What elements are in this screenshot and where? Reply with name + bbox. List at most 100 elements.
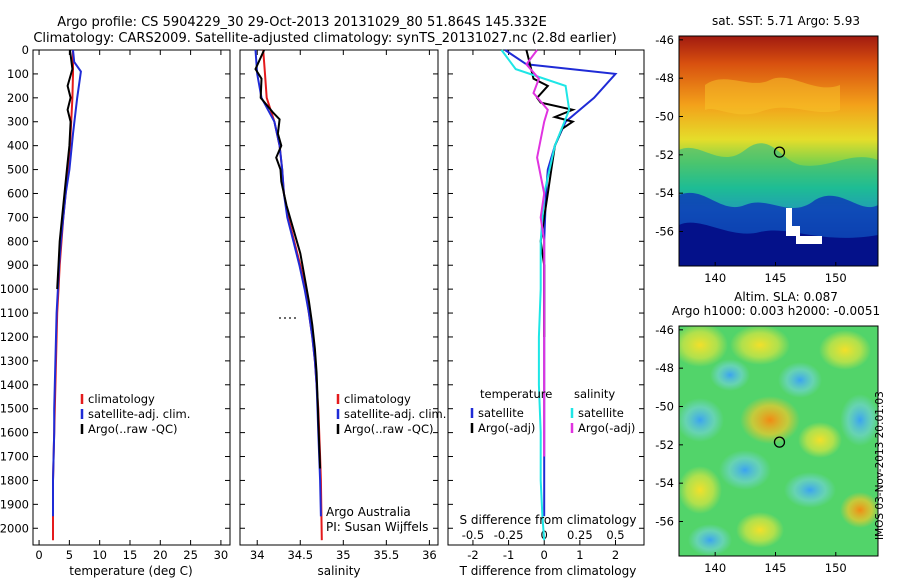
x-tick-label: -1 [503,548,514,562]
y-tick-label: 1800 [0,473,29,487]
legend-label: satellite-adj. clim. [88,407,190,421]
qc-dot [294,317,296,319]
sla-map-frame [678,325,879,557]
sla-map-panel: Altim. SLA: 0.087 Argo h1000: 0.003 h200… [655,290,880,575]
t-difference-axis-ticks: -2 -1 0 1 2 [467,50,619,562]
y-tick-label: 1100 [0,306,29,320]
legend-label: Argo(-adj) [578,421,635,435]
salinity-panel: 34 34.5 35 35.5 36 climatologysatellite-adj.… [239,49,446,578]
y-tick-label: 100 [7,67,29,81]
lat-tick-label: -54 [655,186,674,200]
x-tick-label: 20 [153,548,168,562]
legend-label: satellite-adj. clim. [344,407,446,421]
temperature-axis-label: temperature (deg C) [69,564,192,578]
x-tick-label: 25 [183,548,198,562]
lat-tick-label: -56 [655,225,674,239]
y-tick-label: 300 [7,115,29,129]
y-tick-label: 1700 [0,450,29,464]
legend-label: climatology [88,392,155,406]
lat-tick-label: -54 [655,476,674,490]
t-difference-label: T difference from climatology [459,564,637,578]
qc-dot [284,317,286,319]
x-tick-label: 30 [214,548,229,562]
sst-field [679,36,878,266]
y-tick-label: 400 [7,139,29,153]
y-tick-label: 800 [7,234,29,248]
legend-label: climatology [344,392,411,406]
series-line-black [56,49,74,290]
sla-argo-location-marker [773,436,786,448]
legend-label: Argo(..raw -QC) [344,422,434,436]
x-tick-label: 2 [612,548,619,562]
legend-title: salinity [574,387,615,401]
y-tick-label: 1000 [0,282,29,296]
imos-timestamp: IMOS 03-Nov-2013 20:01:03 [874,391,886,540]
sla-map-subtitle: Argo h1000: 0.003 h2000: -0.0051 [672,304,880,318]
x-tick-label: 0 [35,548,42,562]
lat-tick-label: -46 [655,33,674,47]
s-diff-tick-label: -0.5 [462,528,484,542]
y-tick-label: 900 [7,258,29,272]
x-tick-label: 5 [66,548,73,562]
figure-title-line2: Climatology: CARS2009. Satellite-adjuste… [33,31,616,46]
legend-label: satellite [578,406,624,420]
lon-tick-label: 140 [704,561,726,575]
qc-dot [289,317,291,319]
legend-title: temperature [480,387,552,401]
s-difference-label: S difference from climatology [460,513,637,527]
temperature-axis-ticks: 0 5 10 15 20 25 30 [35,50,228,562]
lon-tick-label: 150 [825,271,847,285]
y-tick-label: 1200 [0,330,29,344]
y-tick-label: 1500 [0,402,29,416]
salinity-axis-ticks: 34 34.5 35 35.5 36 [250,50,437,562]
y-tick-label: 200 [7,91,29,105]
sla-map-title: Altim. SLA: 0.087 [734,290,838,304]
annotation-argo-australia: Argo Australia [326,505,411,519]
lat-tick-label: -52 [655,438,674,452]
y-tick-label: 0 [22,43,29,57]
x-tick-label: 15 [123,548,138,562]
salinity-profile-lines [254,49,323,541]
difference-plot-frame [447,49,645,546]
sst-map-frame [678,35,879,267]
lon-tick-label: 140 [704,271,726,285]
x-tick-label: 34 [250,548,265,562]
salinity-axis-label: salinity [317,564,360,578]
legend-label: Argo(..raw -QC) [88,422,178,436]
temperature-profile-lines [52,49,82,541]
lat-tick-label: -46 [655,323,674,337]
x-tick-label: 10 [92,548,107,562]
series-line-magenta [525,49,549,457]
lat-tick-label: -50 [655,400,674,414]
qc-dot [279,317,281,319]
x-tick-label: 36 [422,548,437,562]
y-tick-label: 1900 [0,497,29,511]
y-tick-marks [240,49,438,529]
x-tick-label: 35 [336,548,351,562]
lon-tick-label: 150 [825,561,847,575]
lat-tick-label: -50 [655,110,674,124]
lat-tick-label: -48 [655,361,674,375]
sst-map-title: sat. SST: 5.71 Argo: 5.93 [712,14,860,28]
y-tick-label: 2000 [0,521,29,535]
legend-label: Argo(-adj) [478,421,535,435]
salinity-plot-frame [239,49,439,546]
sla-field [679,326,878,556]
lat-tick-label: -56 [655,515,674,529]
sst-lon-ticks: 140 145 150 [704,262,847,285]
sla-lat-ticks: -46 -48 -50 -52 -54 -56 [655,323,683,529]
sst-lat-ticks: -46 -48 -50 -52 -54 -56 [655,33,683,239]
s-diff-tick-label: 0.5 [606,528,624,542]
s-diff-tick-label: -0.25 [494,528,524,542]
figure-title-line1: Argo profile: CS 5904229_30 29-Oct-2013 … [57,15,547,30]
y-tick-label: 1600 [0,426,29,440]
y-tick-label: 600 [7,186,29,200]
x-tick-label: 0 [541,548,548,562]
annotation-pi-name: PI: Susan Wijffels [326,520,428,534]
lat-tick-label: -48 [655,71,674,85]
sla-lon-ticks: 140 145 150 [704,552,847,575]
x-tick-label: 35.5 [374,548,400,562]
